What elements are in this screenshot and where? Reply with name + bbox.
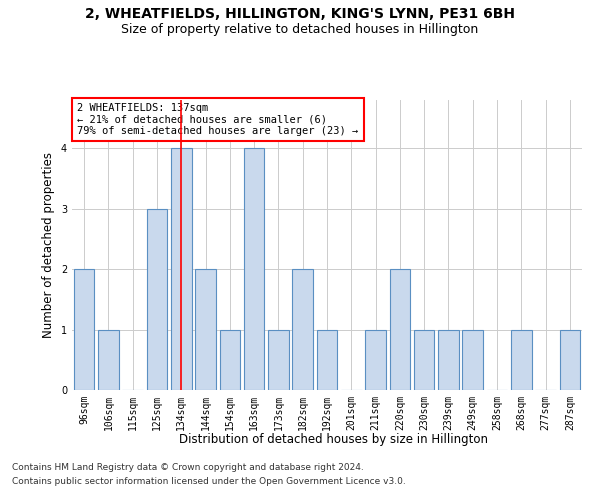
Bar	[146, 209, 167, 390]
Bar	[414, 330, 434, 390]
Bar	[171, 148, 191, 390]
Bar	[463, 330, 483, 390]
Bar	[74, 269, 94, 390]
Text: 2 WHEATFIELDS: 137sqm
← 21% of detached houses are smaller (6)
79% of semi-detac: 2 WHEATFIELDS: 137sqm ← 21% of detached …	[77, 103, 358, 136]
Text: Contains public sector information licensed under the Open Government Licence v3: Contains public sector information licen…	[12, 477, 406, 486]
Bar	[195, 269, 216, 390]
Bar	[292, 269, 313, 390]
Text: Size of property relative to detached houses in Hillington: Size of property relative to detached ho…	[121, 22, 479, 36]
Text: 2, WHEATFIELDS, HILLINGTON, KING'S LYNN, PE31 6BH: 2, WHEATFIELDS, HILLINGTON, KING'S LYNN,…	[85, 8, 515, 22]
Bar	[317, 330, 337, 390]
Bar	[98, 330, 119, 390]
Bar	[389, 269, 410, 390]
Bar	[560, 330, 580, 390]
Bar	[365, 330, 386, 390]
Text: Distribution of detached houses by size in Hillington: Distribution of detached houses by size …	[179, 432, 488, 446]
Text: Contains HM Land Registry data © Crown copyright and database right 2024.: Contains HM Land Registry data © Crown c…	[12, 464, 364, 472]
Bar	[268, 330, 289, 390]
Bar	[438, 330, 459, 390]
Bar	[244, 148, 265, 390]
Y-axis label: Number of detached properties: Number of detached properties	[43, 152, 55, 338]
Bar	[220, 330, 240, 390]
Bar	[511, 330, 532, 390]
